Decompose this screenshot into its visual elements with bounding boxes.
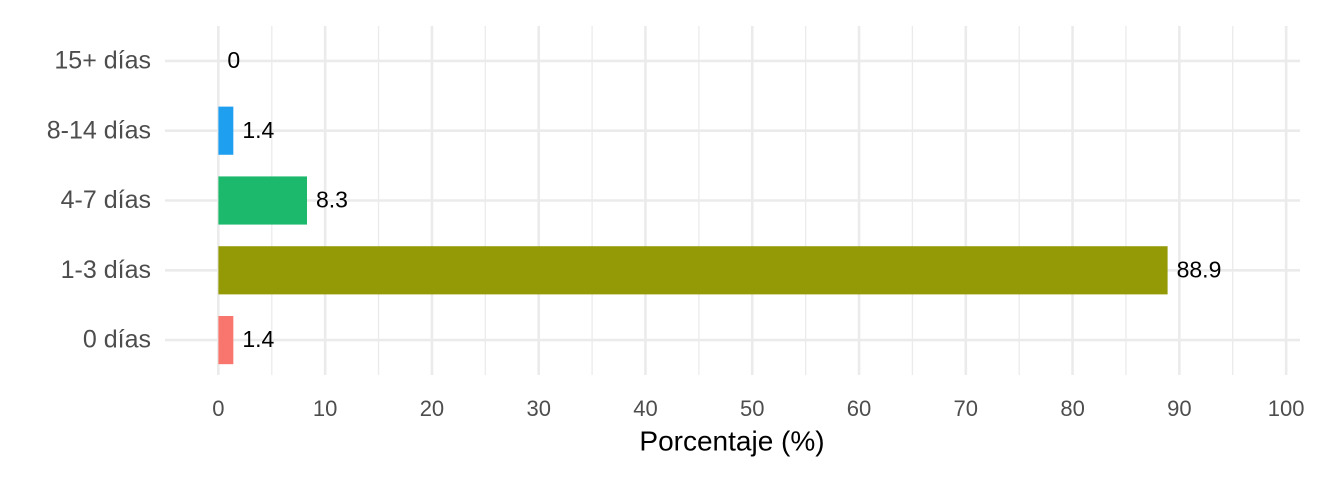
value-label: 1.4: [242, 326, 274, 352]
bar: [218, 316, 234, 365]
x-tick-label: 60: [847, 396, 871, 421]
bar: [218, 176, 308, 225]
x-tick-label: 10: [313, 396, 337, 421]
bar: [218, 106, 234, 155]
value-label: 8.3: [316, 187, 348, 213]
x-tick-label: 80: [1060, 396, 1084, 421]
y-tick-label: 8-14 días: [47, 116, 151, 144]
x-tick-label: 20: [420, 396, 444, 421]
x-tick-label: 30: [526, 396, 550, 421]
value-label: 88.9: [1177, 256, 1222, 282]
y-tick-label: 0 días: [83, 326, 151, 354]
value-label: 1.4: [242, 117, 274, 143]
y-tick-label: 4-7 días: [61, 186, 151, 214]
y-tick-label: 1-3 días: [61, 256, 151, 284]
x-tick-label: 100: [1268, 396, 1305, 421]
bar: [218, 246, 1168, 295]
y-tick-label: 15+ días: [54, 47, 151, 75]
x-tick-label: 0: [212, 396, 224, 421]
x-tick-label: 70: [954, 396, 978, 421]
x-tick-label: 40: [633, 396, 657, 421]
x-tick-label: 50: [740, 396, 764, 421]
x-axis-title: Porcentaje (%): [639, 425, 824, 456]
x-tick-label: 90: [1167, 396, 1191, 421]
value-label: 0: [227, 47, 240, 73]
